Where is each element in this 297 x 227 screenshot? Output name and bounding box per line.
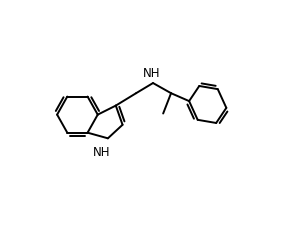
Text: NH: NH — [93, 146, 110, 159]
Text: NH: NH — [143, 67, 160, 80]
